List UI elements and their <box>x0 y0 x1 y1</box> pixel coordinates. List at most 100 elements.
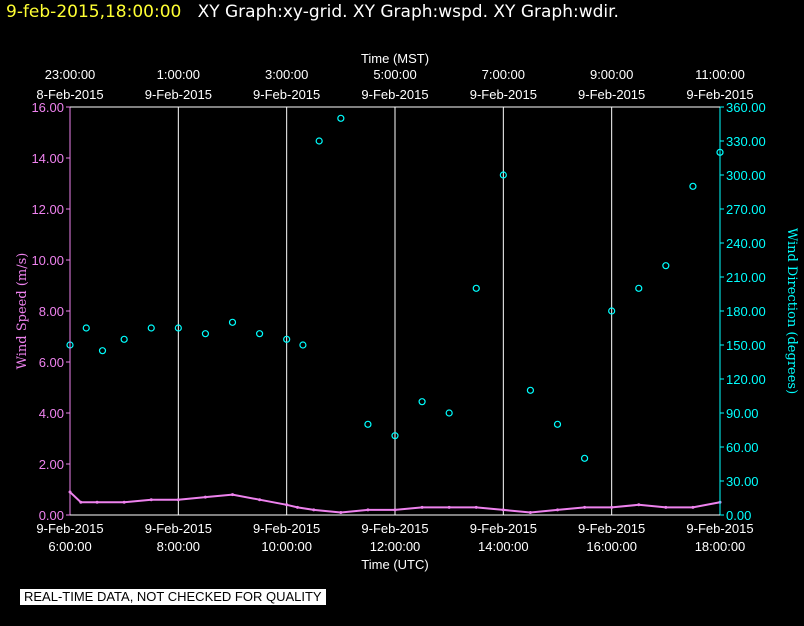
top-tick-time: 7:00:00 <box>482 67 525 82</box>
left-tick-label: 2.00 <box>39 457 64 472</box>
right-axis-title: Wind Direction (degrees) <box>784 228 799 394</box>
left-tick-label: 4.00 <box>39 406 64 421</box>
wind-direction-point <box>662 262 670 270</box>
wind-direction-point <box>98 347 107 355</box>
wind-speed-point <box>231 493 234 497</box>
wind-speed-point <box>393 508 397 512</box>
left-tick-label: 12.00 <box>31 202 64 217</box>
wind-direction-point <box>608 307 616 315</box>
wind-speed-point <box>447 505 451 509</box>
bottom-tick-time: 8:00:00 <box>157 539 200 554</box>
wind-direction-point <box>174 324 182 332</box>
chart-header: 9-feb-2015,18:00:00 XY Graph:xy-grid. XY… <box>6 2 619 22</box>
wind-speed-point <box>501 508 505 512</box>
top-tick-date: 9-Feb-2015 <box>361 87 428 102</box>
wind-speed-point <box>296 505 299 509</box>
wind-speed-point <box>691 505 695 509</box>
wind-speed-point <box>420 505 424 509</box>
top-tick-date: 9-Feb-2015 <box>686 87 753 102</box>
wind-direction-point <box>82 324 90 332</box>
wind-speed-point <box>79 500 83 504</box>
left-axis-title: Wind Speed (m/s) <box>15 253 30 370</box>
left-tick-label: 0.00 <box>39 508 64 523</box>
wind-direction-point <box>391 432 399 440</box>
wind-speed-point <box>176 498 180 502</box>
right-tick-label: 30.00 <box>726 474 759 489</box>
left-tick-label: 10.00 <box>31 253 64 268</box>
left-tick-label: 14.00 <box>31 151 64 166</box>
wind-direction-point <box>201 330 210 338</box>
right-tick-label: 360.00 <box>726 100 766 115</box>
left-tick-label: 8.00 <box>39 304 64 319</box>
wind-direction-point <box>147 324 155 332</box>
top-axis-title: Time (MST) <box>361 51 429 66</box>
wind-speed-point <box>528 510 532 514</box>
top-tick-date: 9-Feb-2015 <box>145 87 212 102</box>
bottom-tick-date: 9-Feb-2015 <box>36 521 103 536</box>
wind-direction-point <box>364 420 372 428</box>
wind-speed-point <box>583 505 587 509</box>
top-tick-date: 8-Feb-2015 <box>36 87 103 102</box>
right-tick-label: 270.00 <box>726 202 766 217</box>
top-tick-time: 1:00:00 <box>157 67 200 82</box>
wind-direction-point <box>255 330 264 338</box>
right-tick-label: 240.00 <box>726 236 766 251</box>
wind-direction-point <box>580 454 589 462</box>
wind-speed-point <box>664 505 668 509</box>
top-tick-time: 11:00:00 <box>695 67 745 82</box>
left-tick-label: 6.00 <box>39 355 64 370</box>
right-tick-label: 330.00 <box>726 134 766 149</box>
bottom-tick-time: 10:00:00 <box>261 539 312 554</box>
bottom-tick-date: 9-Feb-2015 <box>470 521 537 536</box>
right-tick-label: 210.00 <box>726 270 766 285</box>
right-tick-label: 90.00 <box>726 406 759 421</box>
wind-speed-point <box>285 503 289 507</box>
wind-direction-point <box>120 335 128 343</box>
right-tick-label: 180.00 <box>726 304 766 319</box>
wind-speed-point <box>474 505 478 509</box>
wind-direction-point <box>445 409 453 417</box>
right-tick-label: 60.00 <box>726 440 759 455</box>
wind-speed-point <box>258 498 262 502</box>
wind-speed-point <box>339 510 343 514</box>
right-tick-label: 0.00 <box>726 508 751 523</box>
bottom-tick-time: 14:00:00 <box>478 539 529 554</box>
right-tick-label: 150.00 <box>726 338 766 353</box>
wind-speed-point <box>122 500 126 504</box>
wind-direction-point <box>228 318 237 326</box>
top-tick-time: 23:00:00 <box>45 67 96 82</box>
wind-speed-point <box>149 498 153 502</box>
top-tick-time: 3:00:00 <box>265 67 308 82</box>
wind-speed-point <box>312 508 316 512</box>
right-tick-label: 120.00 <box>726 372 766 387</box>
wind-direction-point <box>337 114 345 122</box>
bottom-tick-date: 9-Feb-2015 <box>253 521 320 536</box>
bottom-tick-time: 12:00:00 <box>370 539 421 554</box>
bottom-tick-time: 6:00:00 <box>48 539 91 554</box>
top-tick-date: 9-Feb-2015 <box>253 87 320 102</box>
disclaimer-label: REAL-TIME DATA, NOT CHECKED FOR QUALITY <box>20 589 326 605</box>
left-tick-label: 16.00 <box>31 100 64 115</box>
top-tick-time: 5:00:00 <box>373 67 416 82</box>
top-tick-time: 9:00:00 <box>590 67 633 82</box>
wind-speed-point <box>95 500 99 504</box>
wind-speed-point <box>366 508 370 512</box>
wind-speed-point <box>556 508 559 512</box>
wind-direction-point <box>526 386 535 394</box>
wind-speed-point <box>637 503 641 507</box>
top-tick-date: 9-Feb-2015 <box>470 87 537 102</box>
wind-direction-point <box>635 284 643 292</box>
wind-direction-point <box>299 341 307 349</box>
wind-speed-point <box>610 505 614 509</box>
bottom-tick-date: 9-Feb-2015 <box>145 521 212 536</box>
wind-direction-point <box>472 284 480 292</box>
graph-titles: XY Graph:xy-grid. XY Graph:wspd. XY Grap… <box>197 2 619 22</box>
wind-direction-point <box>553 420 562 428</box>
wind-direction-point <box>315 137 323 145</box>
wind-speed-point <box>203 495 207 499</box>
wind-direction-point <box>499 171 507 179</box>
wind-direction-point <box>283 335 291 343</box>
bottom-tick-date: 9-Feb-2015 <box>578 521 645 536</box>
bottom-tick-date: 9-Feb-2015 <box>686 521 753 536</box>
timestamp: 9-feb-2015,18:00:00 <box>6 2 182 22</box>
